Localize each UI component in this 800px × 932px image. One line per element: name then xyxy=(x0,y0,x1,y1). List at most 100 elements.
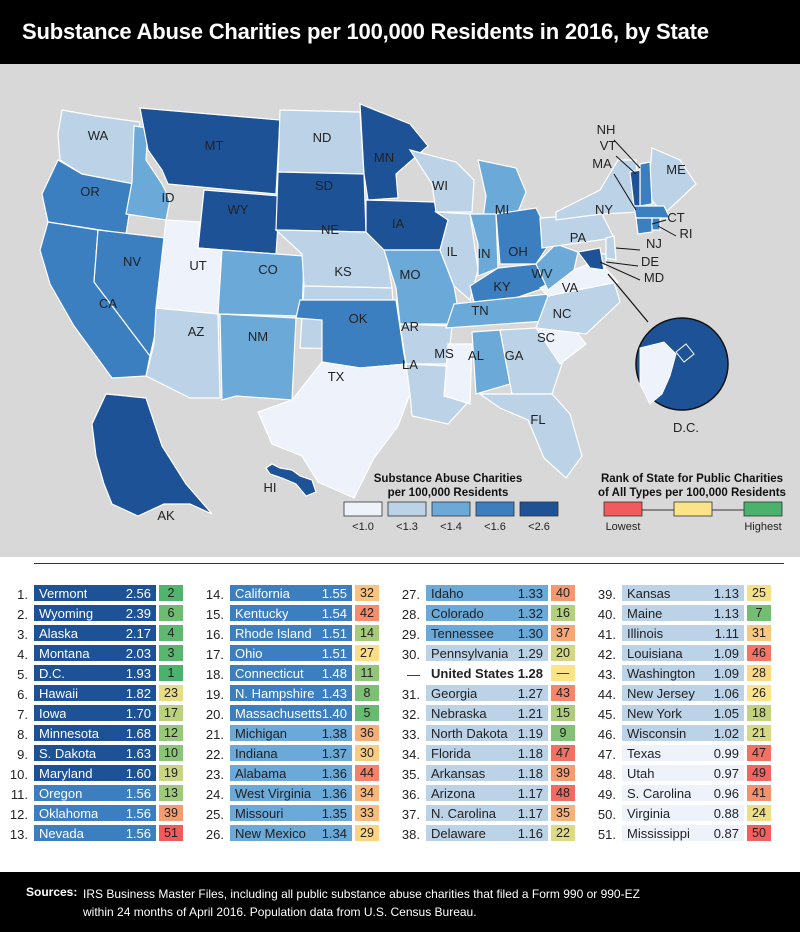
rank-number: 45. xyxy=(597,706,616,722)
ranking-table: 1. Vermont 2.56 2 2. Wyoming 2.39 6 3. Alaska 2.17… xyxy=(0,584,800,856)
state-value: 1.38 xyxy=(321,725,347,741)
state-name: New Mexico xyxy=(235,825,306,841)
state-bar: West Virginia 1.36 xyxy=(230,785,352,803)
state-bar: United States 1.28 xyxy=(426,665,548,683)
public-charity-rank: 5 xyxy=(355,705,379,723)
state-label-wy: WY xyxy=(228,202,249,217)
rank-low-label: Lowest xyxy=(606,521,641,533)
table-row: 41. Illinois 1.11 31 xyxy=(590,624,785,644)
public-charity-rank: 25 xyxy=(747,585,771,603)
state-value: 1.51 xyxy=(321,625,347,641)
state-value: 1.30 xyxy=(517,625,543,641)
public-charity-rank: 22 xyxy=(551,825,575,843)
state-bar: Idaho 1.33 xyxy=(426,585,548,603)
table-row: 29. Tennessee 1.30 37 xyxy=(394,624,589,644)
rank-number: 17. xyxy=(205,646,224,662)
table-row: 38. Delaware 1.16 22 xyxy=(394,824,589,844)
public-charity-rank: 8 xyxy=(355,685,379,703)
state-value: 1.35 xyxy=(321,805,347,821)
state-value: 1.17 xyxy=(517,785,543,801)
state-value: 0.87 xyxy=(713,825,739,841)
chart-title: Substance Abuse Charities per 100,000 Re… xyxy=(22,19,709,44)
table-row: 50. Virginia 0.88 24 xyxy=(590,804,785,824)
rank-number: 9. xyxy=(17,746,28,762)
state-name: California xyxy=(235,585,290,601)
rank-high-label: Highest xyxy=(744,521,781,533)
rank-number: 12. xyxy=(9,806,28,822)
state-bar: Colorado 1.32 xyxy=(426,605,548,623)
state-label-md: MD xyxy=(644,270,664,285)
rank-number: 21. xyxy=(205,726,224,742)
state-value: 1.48 xyxy=(321,665,347,681)
state-name: Michigan xyxy=(235,725,288,741)
state-label-wa: WA xyxy=(88,128,109,143)
sources-footer: Sources: IRS Business Master Files, incl… xyxy=(0,872,800,932)
state-bar: Iowa 1.70 xyxy=(34,705,156,723)
state-name: Kansas xyxy=(627,585,671,601)
dc-callout xyxy=(607,273,729,411)
rank-number: 33. xyxy=(401,726,420,742)
state-value: 1.56 xyxy=(125,805,151,821)
state-label-mo: MO xyxy=(400,267,421,282)
rank-number: 22. xyxy=(205,746,224,762)
rank-number: 36. xyxy=(401,786,420,802)
state-label-il: IL xyxy=(447,244,458,259)
rank-number: 26. xyxy=(205,826,224,842)
legend-swatch-3 xyxy=(431,501,471,517)
state-label-mi: MI xyxy=(495,202,509,217)
rank-swatch-high xyxy=(743,501,783,517)
public-charity-rank: 37 xyxy=(551,625,575,643)
public-charity-rank: 18 xyxy=(747,705,771,723)
state-name: Oregon xyxy=(39,785,83,801)
state-bar: Georgia 1.27 xyxy=(426,685,548,703)
table-row: 25. Missouri 1.35 33 xyxy=(198,804,393,824)
state-label-ok: OK xyxy=(349,311,368,326)
sources-line-1: IRS Business Master Files, including all… xyxy=(83,887,640,901)
state-value: 2.39 xyxy=(125,605,151,621)
table-row: 37. N. Carolina 1.17 35 xyxy=(394,804,589,824)
rank-number: 24. xyxy=(205,786,224,802)
state-name: Montana xyxy=(39,645,90,661)
public-charity-rank: 48 xyxy=(551,785,575,803)
state-il xyxy=(433,211,479,302)
state-bar: Florida 1.18 xyxy=(426,745,548,763)
rank-number: 6. xyxy=(17,686,28,702)
state-name: N. Carolina xyxy=(431,805,497,821)
state-bar: Minnesota 1.68 xyxy=(34,725,156,743)
state-value: 1.27 xyxy=(517,685,543,701)
table-row: 35. Arkansas 1.18 39 xyxy=(394,764,589,784)
public-charity-rank: 32 xyxy=(355,585,379,603)
table-row: 26. New Mexico 1.34 29 xyxy=(198,824,393,844)
state-name: Nebraska xyxy=(431,705,487,721)
state-bar: Kansas 1.13 xyxy=(622,585,744,603)
state-value: 1.21 xyxy=(517,705,543,721)
state-name: Maine xyxy=(627,605,663,621)
state-label-nj: NJ xyxy=(646,236,662,251)
legend-bin-label-3: <1.4 xyxy=(440,521,462,533)
table-row: 21. Michigan 1.38 36 xyxy=(198,724,393,744)
sources-text: IRS Business Master Files, including all… xyxy=(83,885,783,921)
state-me xyxy=(647,147,697,215)
public-charity-rank: 15 xyxy=(551,705,575,723)
sources-line-2: within 24 months of April 2016. Populati… xyxy=(83,905,477,919)
sources-label: Sources: xyxy=(26,885,78,899)
public-charity-rank: 35 xyxy=(551,805,575,823)
table-row: 20. Massachusetts 1.40 5 xyxy=(198,704,393,724)
title-bar: Substance Abuse Charities per 100,000 Re… xyxy=(0,0,800,64)
state-label-ks: KS xyxy=(334,264,352,279)
public-charity-rank: 50 xyxy=(747,825,771,843)
state-label-la: LA xyxy=(402,357,418,372)
leader-line-5 xyxy=(615,247,641,251)
table-row: 32. Nebraska 1.21 15 xyxy=(394,704,589,724)
table-row: 15. Kentucky 1.54 42 xyxy=(198,604,393,624)
state-label-in: IN xyxy=(478,246,491,261)
state-name: Tennessee xyxy=(431,625,494,641)
state-value: 2.03 xyxy=(125,645,151,661)
legend-bin-label-5: <2.6 xyxy=(528,521,550,533)
rank-legend-title-1: Rank of State for Public Charities xyxy=(601,473,783,485)
state-value: 1.13 xyxy=(713,605,739,621)
table-column-2: 14. California 1.55 32 15. Kentucky 1.54 42 16. R… xyxy=(198,584,393,844)
public-charity-rank: 47 xyxy=(551,745,575,763)
rank-number: 34. xyxy=(401,746,420,762)
state-name: Florida xyxy=(431,745,471,761)
